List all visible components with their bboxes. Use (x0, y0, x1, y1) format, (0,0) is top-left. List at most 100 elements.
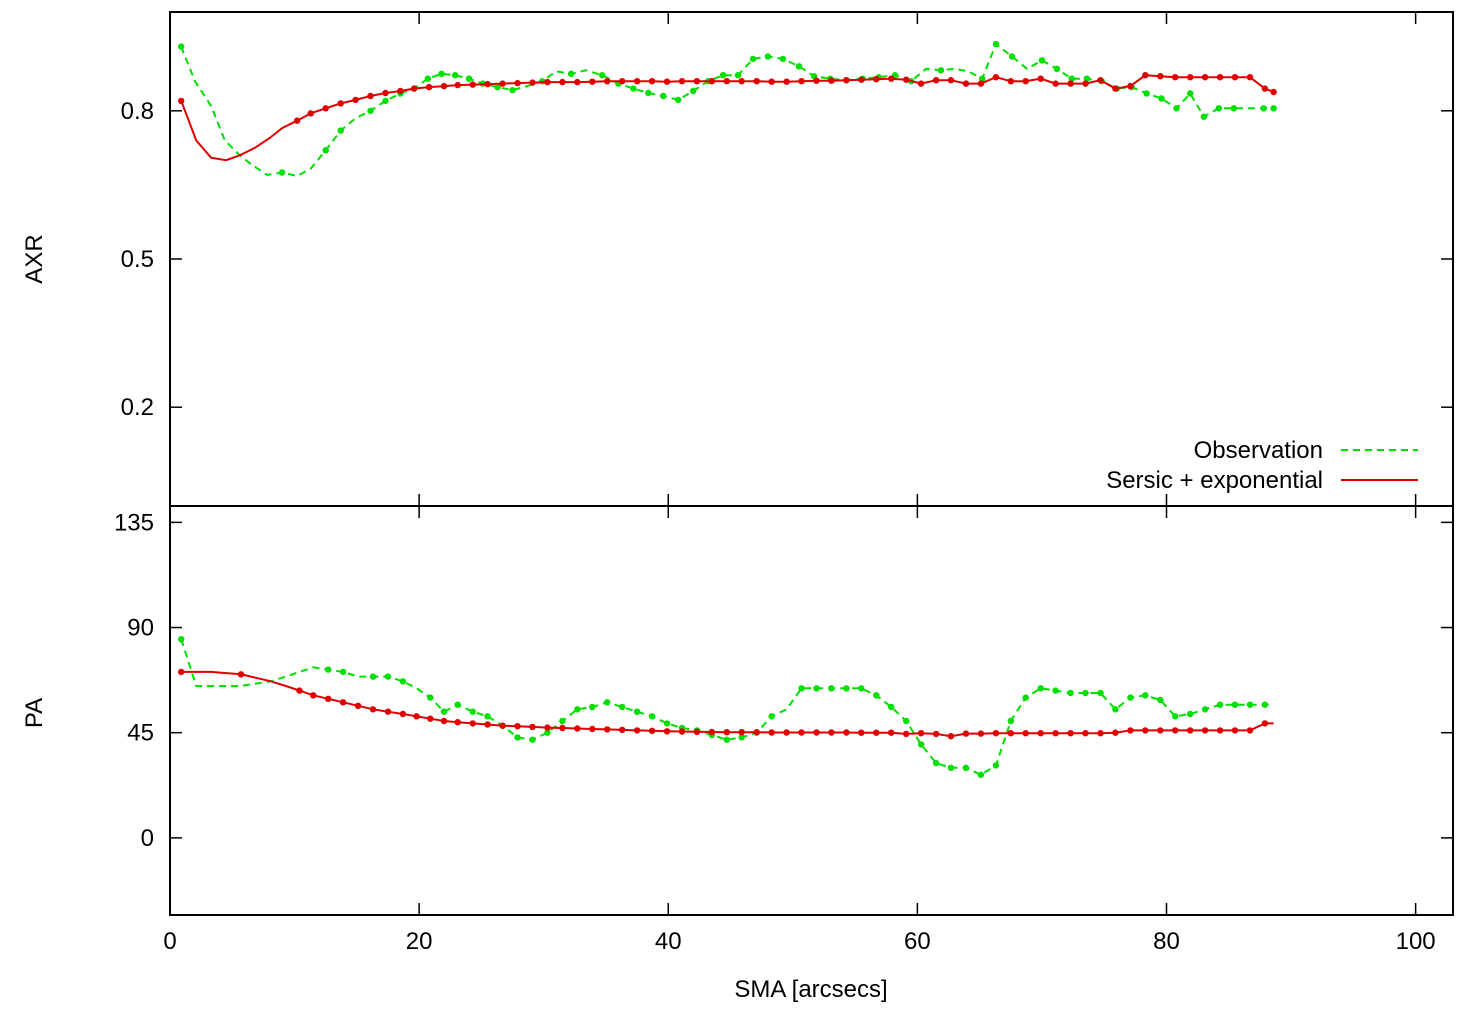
axr-point-sersic-exponential (813, 77, 820, 84)
axr-point-sersic-exponential (529, 79, 536, 86)
axr-point-sersic-exponential (1052, 80, 1059, 87)
pa-point-sersic-exponential (574, 725, 581, 732)
pa-point-observation (1022, 694, 1029, 701)
axr-ytick-label: 0.8 (121, 98, 154, 125)
pa-point-observation (828, 685, 835, 692)
axr-point-sersic-exponential (648, 78, 656, 85)
pa-point-observation (589, 703, 596, 711)
axr-point-sersic-exponential (693, 78, 701, 85)
axr-point-observation (660, 92, 667, 100)
pa-point-sersic-exponential (427, 715, 434, 722)
axr-point-sersic-exponential (1172, 74, 1179, 81)
pa-point-observation (1201, 706, 1209, 713)
pa-point-observation (917, 741, 925, 748)
pa-point-observation (484, 713, 491, 720)
axr-point-observation (1068, 75, 1076, 82)
pa-point-observation (454, 701, 461, 708)
pa-point-sersic-exponential (1112, 729, 1119, 736)
axr-point-observation (734, 72, 742, 79)
pa-point-observation (768, 713, 775, 720)
axr-ytick-label: 0.2 (121, 394, 154, 421)
axr-point-sersic-exponential (322, 105, 329, 112)
axr-point-sersic-exponential (753, 78, 760, 85)
axr-point-sersic-exponential (293, 117, 301, 124)
pa-point-sersic-exponential (768, 729, 775, 736)
pa-point-sersic-exponential (648, 727, 656, 734)
axr-point-sersic-exponential (858, 76, 865, 83)
x-tick-label: 0 (163, 928, 176, 955)
axr-point-observation (979, 75, 986, 82)
pa-point-observation (858, 685, 865, 692)
pa-point-sersic-exponential (992, 730, 1000, 737)
axr-point-observation (764, 53, 772, 60)
pa-series-line-observation (180, 638, 1274, 776)
axr-point-observation (1215, 105, 1223, 112)
axr-series (178, 40, 1277, 178)
pa-point-observation (1142, 692, 1149, 699)
axr-point-observation (645, 89, 652, 97)
axr-point-observation (465, 75, 473, 82)
pa-ytick-label: 135 (114, 509, 154, 536)
axr-point-observation (690, 87, 697, 95)
x-tick-label: 100 (1396, 928, 1436, 955)
pa-point-observation (977, 771, 985, 778)
pa-point-observation (469, 708, 476, 715)
pa-point-sersic-exponential (1216, 727, 1224, 734)
axr-point-sersic-exponential (382, 89, 389, 97)
axr-point-sersic-exponential (454, 81, 461, 89)
pa-point-sersic-exponential (1097, 730, 1104, 737)
axr-point-sersic-exponential (678, 78, 686, 85)
pa-point-observation (440, 708, 448, 715)
pa-point-sersic-exponential (1127, 727, 1134, 734)
pa-point-observation (1067, 689, 1074, 697)
axr-point-observation (599, 72, 606, 79)
pa-point-observation (369, 673, 377, 680)
axr-point-sersic-exponential (992, 74, 1000, 81)
axr-point-observation (494, 83, 501, 91)
pa-point-observation (1172, 713, 1179, 720)
pa-point-sersic-exponential (783, 729, 790, 736)
pa-point-sersic-exponential (440, 717, 448, 725)
axr-point-sersic-exponential (1157, 73, 1164, 80)
pa-point-observation (325, 666, 332, 673)
pa-point-observation (1097, 689, 1104, 697)
pa-point-observation (1127, 694, 1134, 701)
pa-point-sersic-exponential (1052, 730, 1059, 737)
pa-point-sersic-exponential (1157, 727, 1164, 734)
pa-point-sersic-exponential (1261, 720, 1269, 727)
axr-point-sersic-exponential (559, 78, 566, 86)
pa-point-sersic-exponential (619, 726, 626, 734)
pa-point-observation (399, 678, 407, 685)
pa-point-sersic-exponential (484, 721, 491, 728)
pa-point-observation (1231, 701, 1239, 708)
pa-point-observation (888, 703, 895, 711)
pa-point-sersic-exponential (917, 730, 925, 737)
axr-point-observation (178, 43, 185, 50)
axr-ticks (169, 12, 1453, 506)
pa-point-sersic-exponential (514, 723, 521, 730)
axr-point-sersic-exponential (574, 78, 581, 86)
pa-point-sersic-exponential (1022, 730, 1029, 737)
pa-point-sersic-exponential (708, 728, 715, 736)
pa-point-observation (559, 717, 566, 725)
axr-point-sersic-exponential (440, 82, 448, 90)
axr-point-sersic-exponential (604, 78, 611, 85)
axr-point-sersic-exponential (352, 96, 359, 104)
axr-point-sersic-exponential (633, 78, 641, 85)
pa-point-observation (798, 685, 805, 692)
pa-point-observation (339, 668, 347, 676)
pa-point-sersic-exponential (813, 729, 820, 736)
pa-point-observation (903, 717, 910, 725)
pa-point-sersic-exponential (413, 713, 420, 720)
axr-point-sersic-exponential (544, 78, 551, 86)
pa-point-observation (873, 692, 880, 699)
axr-point-observation (749, 55, 757, 63)
axr-tick-labels: 0.2 0.5 0.8 (121, 98, 154, 421)
axr-point-sersic-exponential (619, 78, 626, 85)
pa-point-sersic-exponential (977, 730, 985, 737)
pa-point-sersic-exponential (399, 710, 407, 718)
pa-point-sersic-exponential (858, 729, 865, 736)
pa-point-observation (843, 685, 850, 692)
axr-point-sersic-exponential (469, 81, 476, 88)
